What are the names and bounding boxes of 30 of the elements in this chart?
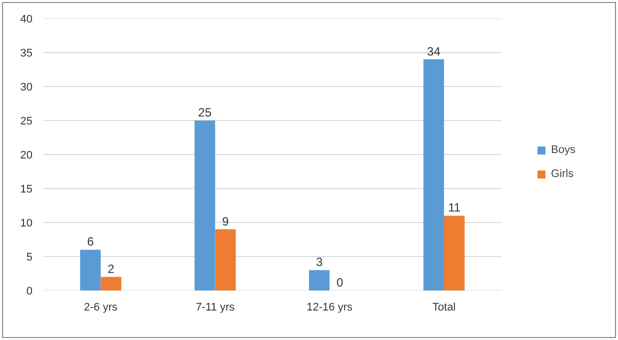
bar bbox=[215, 229, 236, 290]
y-tick-label: 20 bbox=[20, 150, 33, 162]
data-label: 0 bbox=[336, 276, 344, 290]
y-tick-label: 5 bbox=[26, 252, 33, 264]
y-tick-label: 40 bbox=[20, 14, 33, 26]
data-label: 25 bbox=[198, 106, 212, 120]
y-tick-label: 15 bbox=[20, 184, 33, 196]
data-label: 9 bbox=[222, 214, 230, 228]
legend-label: Boys bbox=[551, 144, 576, 156]
y-tick-label: 35 bbox=[20, 48, 33, 60]
y-tick-label: 30 bbox=[20, 82, 33, 94]
bar bbox=[194, 120, 216, 290]
bar bbox=[308, 270, 330, 290]
data-label: 6 bbox=[87, 234, 94, 249]
legend-label: Girls bbox=[551, 168, 574, 180]
y-tick-label: 0 bbox=[26, 286, 33, 298]
bar bbox=[100, 276, 122, 290]
y-tick-label: 10 bbox=[20, 218, 33, 230]
x-tick-label: 2-6 yrs bbox=[84, 302, 118, 314]
x-tick-label: Total bbox=[432, 302, 456, 314]
x-tick-label: 12-16 yrs bbox=[306, 302, 354, 314]
bar bbox=[423, 59, 444, 290]
data-label: 34 bbox=[427, 44, 441, 58]
bar bbox=[80, 250, 101, 290]
data-label: 3 bbox=[316, 255, 323, 270]
data-label: 2 bbox=[108, 262, 115, 276]
x-tick-label: 7-11 yrs bbox=[196, 302, 236, 314]
data-label: 11 bbox=[448, 200, 461, 215]
bar bbox=[444, 216, 465, 290]
y-tick-label: 25 bbox=[20, 116, 33, 128]
